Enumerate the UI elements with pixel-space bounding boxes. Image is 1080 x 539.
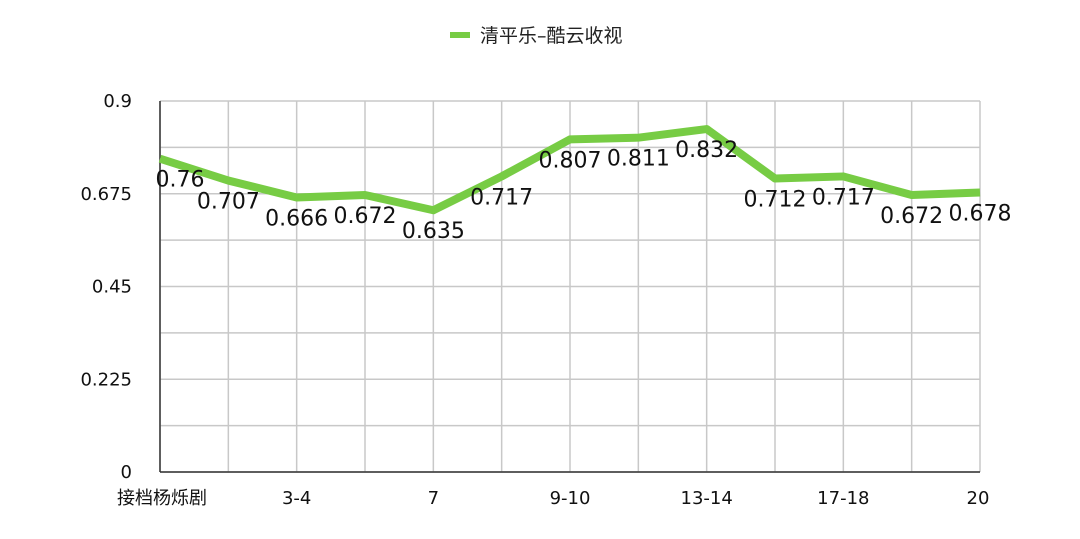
x-tick-label: 9-10 xyxy=(550,488,591,509)
x-tick-label: 7 xyxy=(428,488,439,509)
x-tick-label: 3-4 xyxy=(282,488,311,509)
y-tick-label: 0 xyxy=(121,462,132,483)
x-axis-tick-labels: 接档杨烁剧 3-4 7 9-10 13-14 17-18 20 xyxy=(117,488,989,509)
data-label: 0.678 xyxy=(949,202,1012,227)
x-tick-label: 13-14 xyxy=(681,488,733,509)
x-tick-label: 接档杨烁剧 xyxy=(117,488,207,509)
data-label: 0.717 xyxy=(470,185,533,210)
y-tick-label: 0.675 xyxy=(80,184,132,205)
data-label: 0.672 xyxy=(880,204,943,229)
data-label: 0.832 xyxy=(675,138,738,163)
data-label: 0.717 xyxy=(812,185,875,210)
data-label: 0.635 xyxy=(402,219,465,244)
grid xyxy=(159,100,981,473)
data-label: 0.672 xyxy=(334,204,397,229)
y-tick-label: 0.45 xyxy=(92,277,132,298)
series xyxy=(158,125,981,215)
legend: 清平乐–酷云收视 xyxy=(450,25,623,47)
data-label: 0.76 xyxy=(156,168,205,193)
y-axis-tick-labels: 0 0.225 0.45 0.675 0.9 xyxy=(80,91,132,483)
y-tick-label: 0.225 xyxy=(80,369,132,390)
data-label: 0.712 xyxy=(744,187,807,212)
x-tick-label: 20 xyxy=(967,488,990,509)
data-label: 0.807 xyxy=(539,148,602,173)
legend-label: 清平乐–酷云收视 xyxy=(480,25,623,47)
data-label: 0.707 xyxy=(197,190,260,215)
data-label: 0.811 xyxy=(607,147,670,172)
x-tick-label: 17-18 xyxy=(817,488,869,509)
y-tick-label: 0.9 xyxy=(103,91,132,112)
data-label: 0.666 xyxy=(265,206,328,231)
